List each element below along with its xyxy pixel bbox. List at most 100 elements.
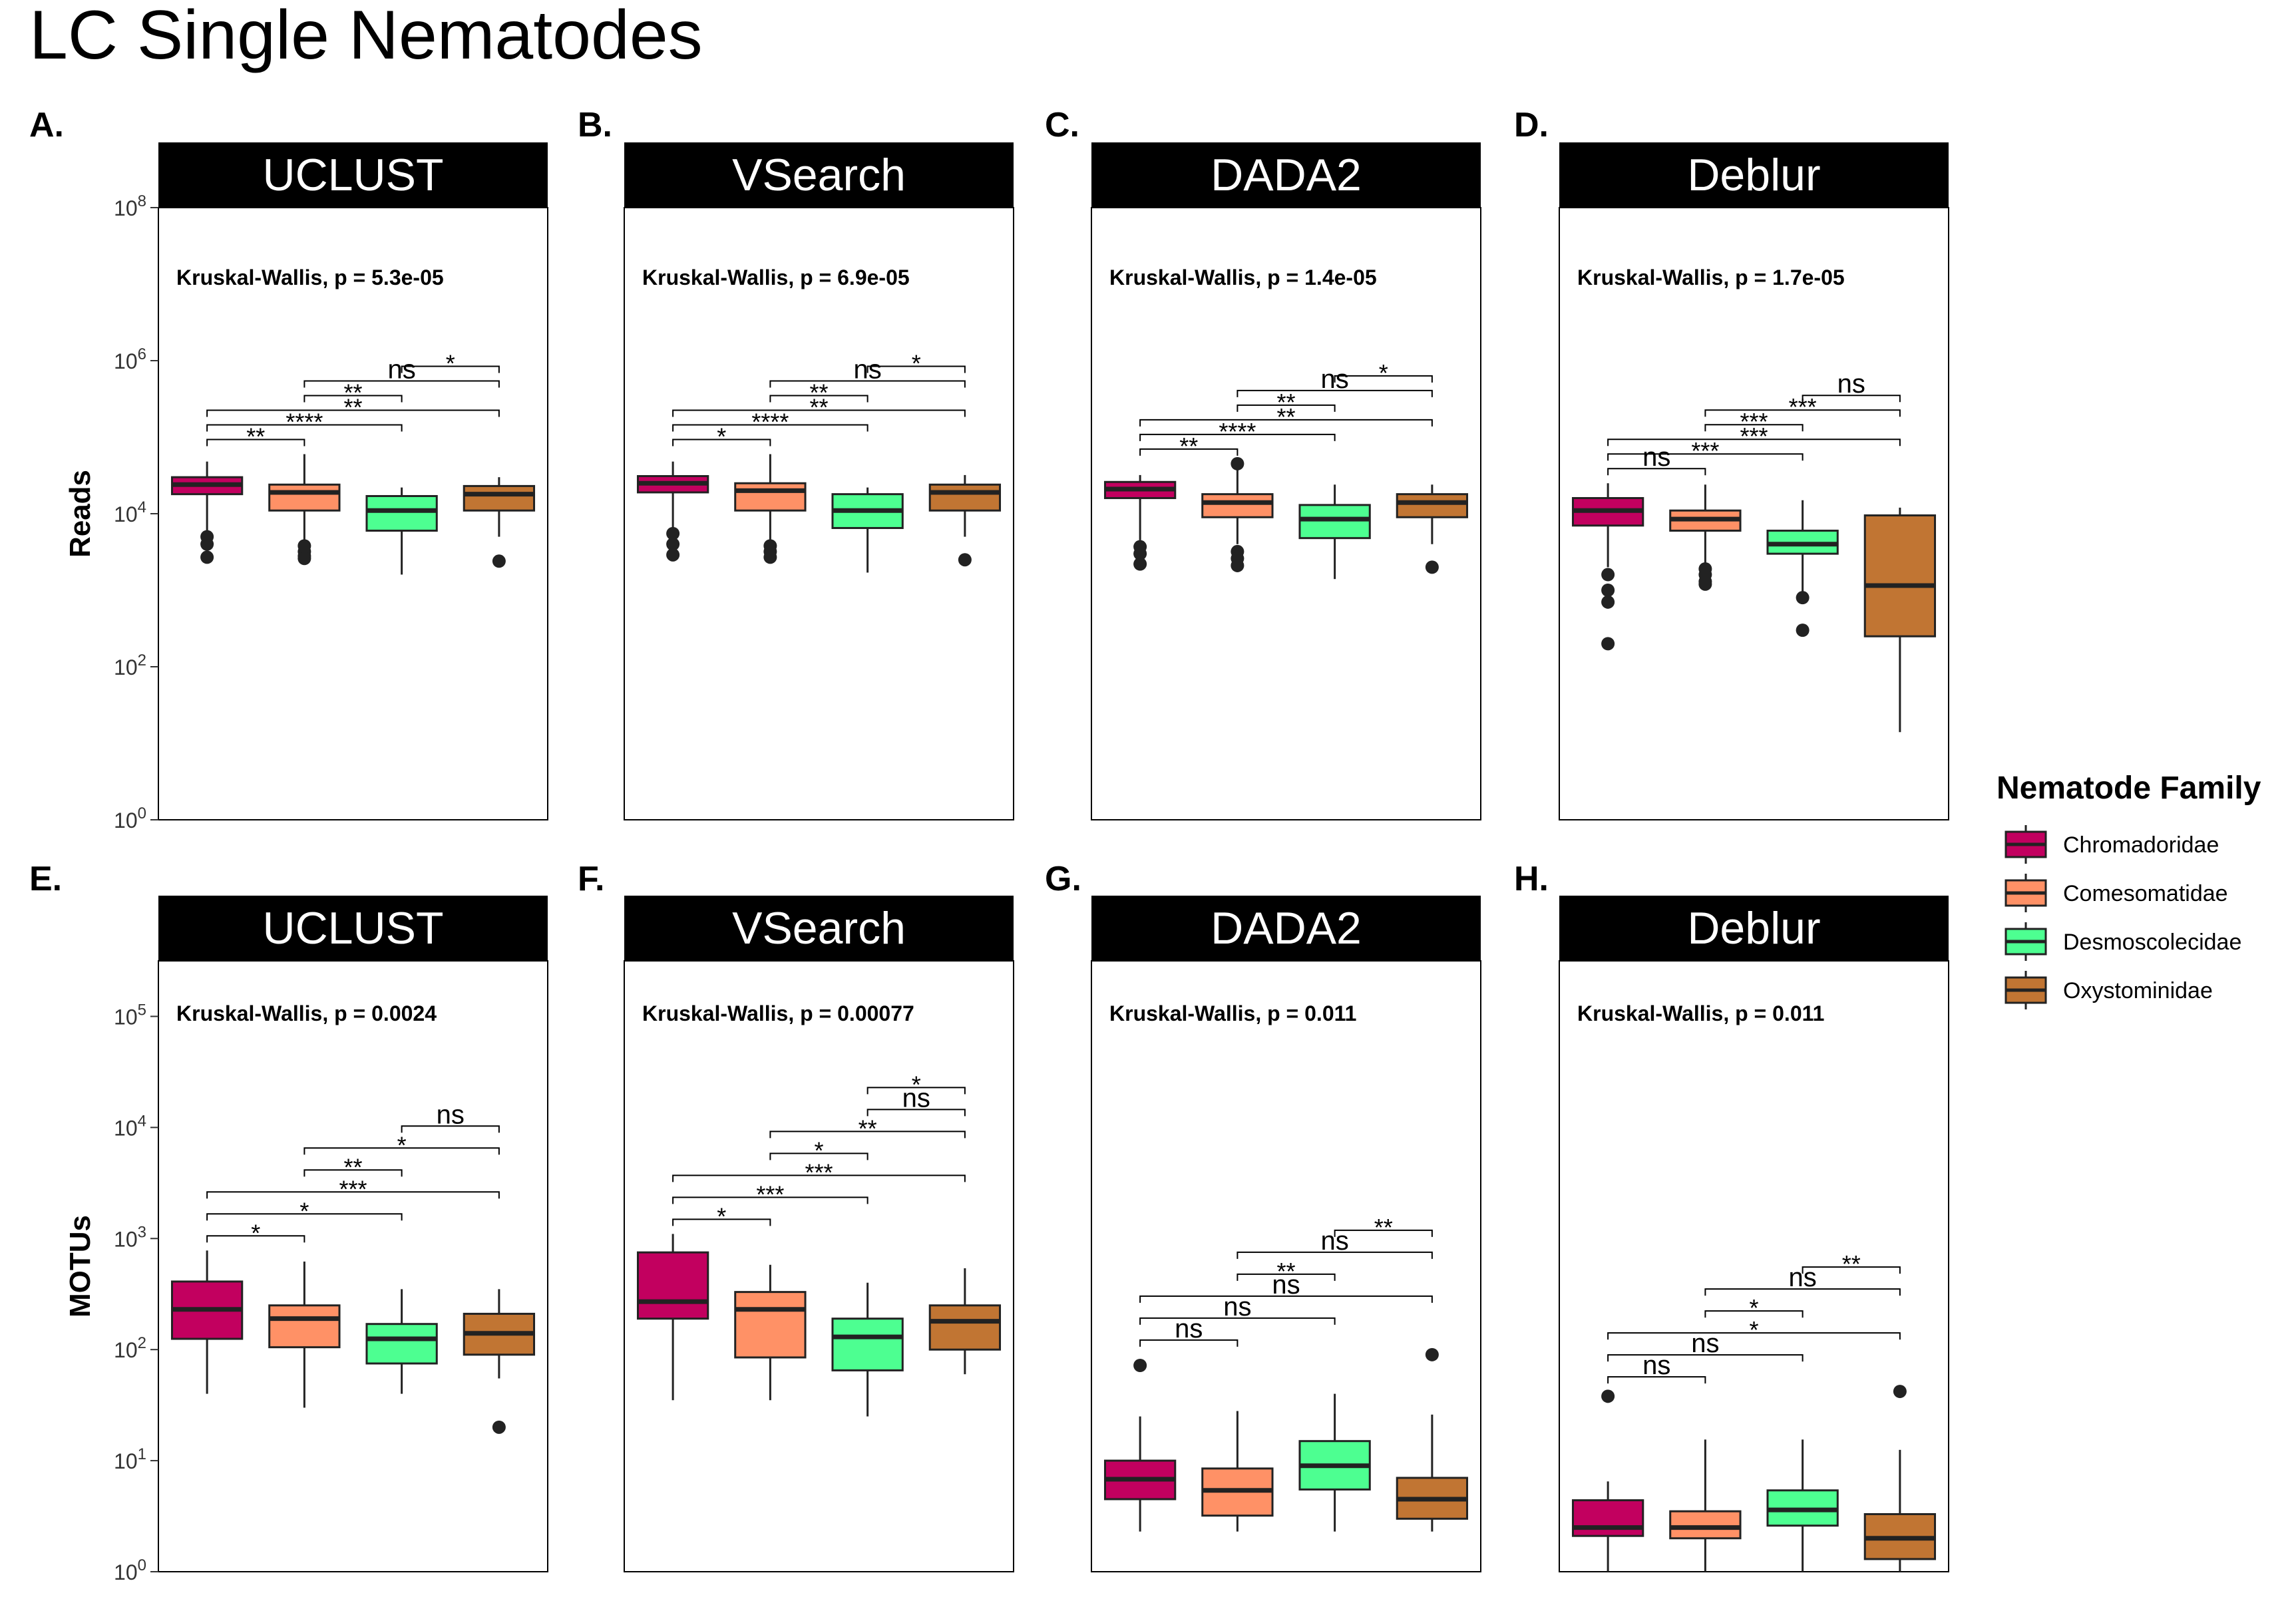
bracket-line	[1334, 1229, 1433, 1237]
significance-label: ****	[751, 409, 789, 436]
box-comesomatidae	[1201, 456, 1274, 572]
box-iqr	[928, 1304, 1002, 1351]
bracket-line	[1607, 1354, 1804, 1362]
significance-bracket: ns	[1139, 1314, 1239, 1347]
significance-bracket: ns	[401, 1100, 500, 1133]
bracket-line	[1139, 419, 1433, 427]
significance-label: **	[859, 1115, 877, 1142]
significance-bracket: *	[1334, 359, 1433, 387]
significance-bracket: *	[206, 1219, 305, 1246]
outlier-point	[1425, 560, 1439, 574]
box-chromadoridae	[170, 1250, 244, 1394]
bracket-line	[303, 1169, 403, 1177]
significance-label: ns	[1837, 369, 1865, 399]
outlier-point	[1601, 637, 1615, 651]
box-comesomatidae	[1669, 484, 1742, 591]
bracket-line	[303, 1147, 500, 1155]
box-oxystominidae	[463, 1289, 536, 1434]
panel-strip-title: VSearch	[732, 903, 906, 954]
box-iqr	[268, 483, 341, 512]
box-iqr	[928, 483, 1002, 512]
significance-label: *	[446, 350, 455, 377]
kruskal-wallis-label: Kruskal-Wallis, p = 5.3e-05	[176, 266, 444, 289]
outlier-point	[492, 1420, 506, 1434]
significance-label: ns	[1223, 1292, 1251, 1322]
bracket-line	[1139, 433, 1336, 441]
panel-strip-title: Deblur	[1687, 150, 1820, 200]
significance-bracket: ns	[1802, 369, 1901, 403]
y-tick-label: 102	[114, 1334, 146, 1362]
panel-strip-title: Deblur	[1687, 903, 1820, 954]
box-iqr	[734, 1291, 807, 1359]
y-tick-label: 108	[114, 192, 146, 220]
bracket-line	[1704, 409, 1901, 417]
bracket-line	[206, 409, 500, 417]
significance-bracket: **	[672, 394, 966, 421]
box-oxystominidae	[1396, 484, 1469, 574]
significance-label: *	[397, 1131, 407, 1158]
bracket-line	[866, 1109, 966, 1117]
kruskal-wallis-label: Kruskal-Wallis, p = 6.9e-05	[642, 266, 910, 289]
box-desmoscolecidae	[831, 487, 904, 573]
significance-bracket: ****	[672, 409, 868, 436]
bracket-line	[866, 1087, 966, 1095]
bracket-line	[672, 439, 771, 446]
box-iqr	[268, 1304, 341, 1349]
significance-label: ***	[1740, 408, 1768, 435]
outlier-point	[1796, 591, 1810, 605]
significance-label: **	[1276, 1258, 1295, 1285]
panels: A. UCLUST 100 102 104 106 108 Reads Kruskal-Wall…	[29, 106, 1949, 1584]
bracket-line	[401, 1125, 500, 1133]
bracket-line	[206, 1235, 305, 1243]
panel-strip	[158, 896, 548, 961]
bracket-line	[1237, 404, 1336, 412]
outlier-point	[1601, 584, 1615, 597]
significance-bracket: *	[866, 1071, 966, 1098]
significance-bracket: **	[1802, 1250, 1901, 1278]
significance-label: ns	[437, 1100, 465, 1129]
box-iqr	[463, 484, 536, 512]
bracket-line	[672, 1196, 868, 1204]
box-chromadoridae	[636, 1234, 709, 1401]
box-chromadoridae	[1571, 483, 1644, 651]
panel-letter: A.	[29, 106, 64, 144]
bracket-line	[206, 1191, 500, 1199]
bracket-line	[1139, 448, 1239, 456]
panel-strip-title: DADA2	[1211, 150, 1362, 200]
y-axis-label: Reads	[64, 470, 96, 558]
legend: Nematode Family Chromadoridae Comesomatid…	[1997, 771, 2261, 1009]
box-comesomatidae	[268, 1261, 341, 1408]
outlier-point	[1601, 568, 1615, 582]
panel-letter: F.	[578, 860, 604, 898]
y-tick-label: 104	[114, 1112, 146, 1140]
bracket-line	[769, 395, 868, 403]
significance-bracket: *	[303, 1131, 500, 1158]
significance-bracket: ***	[1607, 437, 1804, 464]
significance-label: ns	[1642, 443, 1670, 472]
box-comesomatidae	[268, 454, 341, 566]
significance-bracket: **	[1139, 433, 1239, 460]
bracket-line	[1607, 468, 1706, 476]
bracket-line	[303, 395, 403, 403]
significance-label: **	[343, 379, 362, 407]
significance-bracket: **	[769, 379, 868, 407]
outlier-point	[666, 526, 680, 540]
bracket-line	[206, 439, 305, 446]
bracket-line	[206, 424, 403, 432]
box-chromadoridae	[1103, 474, 1177, 571]
bracket-line	[1607, 439, 1901, 446]
panel-strip	[624, 896, 1014, 961]
outlier-point	[1133, 547, 1147, 561]
panel-frame	[1559, 960, 1949, 1572]
bracket-line	[1139, 1317, 1336, 1325]
significance-label: **	[1276, 403, 1295, 431]
box-oxystominidae	[928, 474, 1002, 567]
y-tick-label: 103	[114, 1223, 146, 1251]
panel-strip-title: VSearch	[732, 150, 906, 200]
significance-bracket: ***	[1704, 408, 1804, 435]
significance-bracket: **	[303, 1153, 403, 1180]
panel-frame	[624, 207, 1014, 820]
